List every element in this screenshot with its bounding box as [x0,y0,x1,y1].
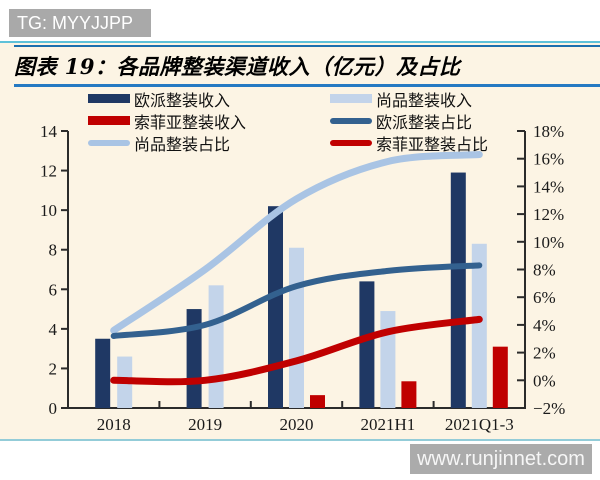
right-axis-tick-label: 6% [533,288,556,307]
x-axis-category-label: 2021Q1-3 [445,415,514,434]
right-axis-tick-label: 4% [533,316,556,335]
legend-swatch-bar [330,94,372,103]
left-axis-tick-label: 12 [40,162,57,181]
legend-label: 尚品整装收入 [376,90,473,110]
right-axis-tick-label: 8% [533,261,556,280]
chart-title: 图表 19：各品牌整装渠道收入（亿元）及占比 [14,54,461,79]
left-axis-tick-label: 2 [49,359,58,378]
trend-line [110,151,483,334]
bar [450,172,466,408]
legend-item: 尚品整装收入 [330,89,488,110]
legend-swatch-line [330,117,372,124]
left-axis-tick-label: 4 [49,320,58,339]
right-axis-tick-label: −2% [533,399,565,418]
right-axis-tick-label: 16% [533,150,564,169]
x-axis-category-label: 2020 [280,415,314,434]
top-rule [14,45,600,47]
legend-label: 索菲亚整装占比 [376,134,489,154]
site-watermark-bar: www.runjinnet.com [410,444,592,474]
legend-swatch-line [330,139,372,146]
legend-label: 尚品整装占比 [134,134,231,154]
legend-label: 索菲亚整装收入 [134,112,247,132]
bar [208,285,224,408]
legend-item: 索菲亚整装占比 [330,133,489,154]
right-axis-tick-label: 10% [533,233,564,252]
legend-swatch-bar [88,94,130,103]
tg-watermark-text: TG: MYYJJPP [17,13,134,33]
bar [359,281,375,408]
right-axis-tick-label: 18% [533,122,564,141]
bar [95,338,111,408]
x-axis-category-label: 2018 [97,415,131,434]
left-axis-tick-label: 6 [49,280,58,299]
tg-watermark-badge: TG: MYYJJPP [9,9,151,37]
x-axis-category-label: 2021H1 [361,415,416,434]
title-underline [14,84,600,87]
bar [380,311,396,408]
combo-chart: 0 2 4 6 8 10 12 14 −2% 0% 2% 4% 6% 8% 10% 12% 14% 16% 18% 2… [40,122,565,434]
bar [471,243,487,408]
legend-item: 欧派整装占比 [330,111,488,132]
legend-swatch-line [88,139,130,146]
trend-line [110,315,483,386]
chart-legend: 欧派整装收入 尚品整装收入索菲亚整装收入 欧派整装占比尚品整装占比 索菲亚整装占比 [88,89,489,154]
legend-item: 索菲亚整装收入 [88,111,330,132]
bar [492,346,508,408]
legend-label: 欧派整装占比 [376,112,473,132]
chart-card: 图表 19：各品牌整装渠道收入（亿元）及占比 欧派整装收入 尚品整装收入 索菲亚整装… [0,41,600,441]
x-axis-category-label: 2019 [188,415,222,434]
trend-line [110,262,483,339]
legend-label: 欧派整装收入 [134,90,231,110]
bar [289,247,304,408]
legend-item: 欧派整装收入 [88,89,330,110]
legend-swatch-bar [88,116,130,125]
left-axis-tick-label: 10 [40,201,57,220]
right-axis-tick-label: 2% [533,344,556,363]
left-axis-tick-label: 0 [49,399,58,418]
right-axis-tick-label: 14% [533,177,564,196]
left-axis-tick-label: 14 [40,122,58,141]
bar [401,381,417,408]
right-axis-tick-label: 0% [533,371,556,390]
bar [310,395,325,408]
legend-item: 尚品整装占比 [88,133,330,154]
right-axis-tick-label: 12% [533,205,564,224]
left-axis-tick-label: 8 [49,241,58,260]
bar [268,206,283,408]
site-watermark-text: www.runjinnet.com [417,448,585,470]
